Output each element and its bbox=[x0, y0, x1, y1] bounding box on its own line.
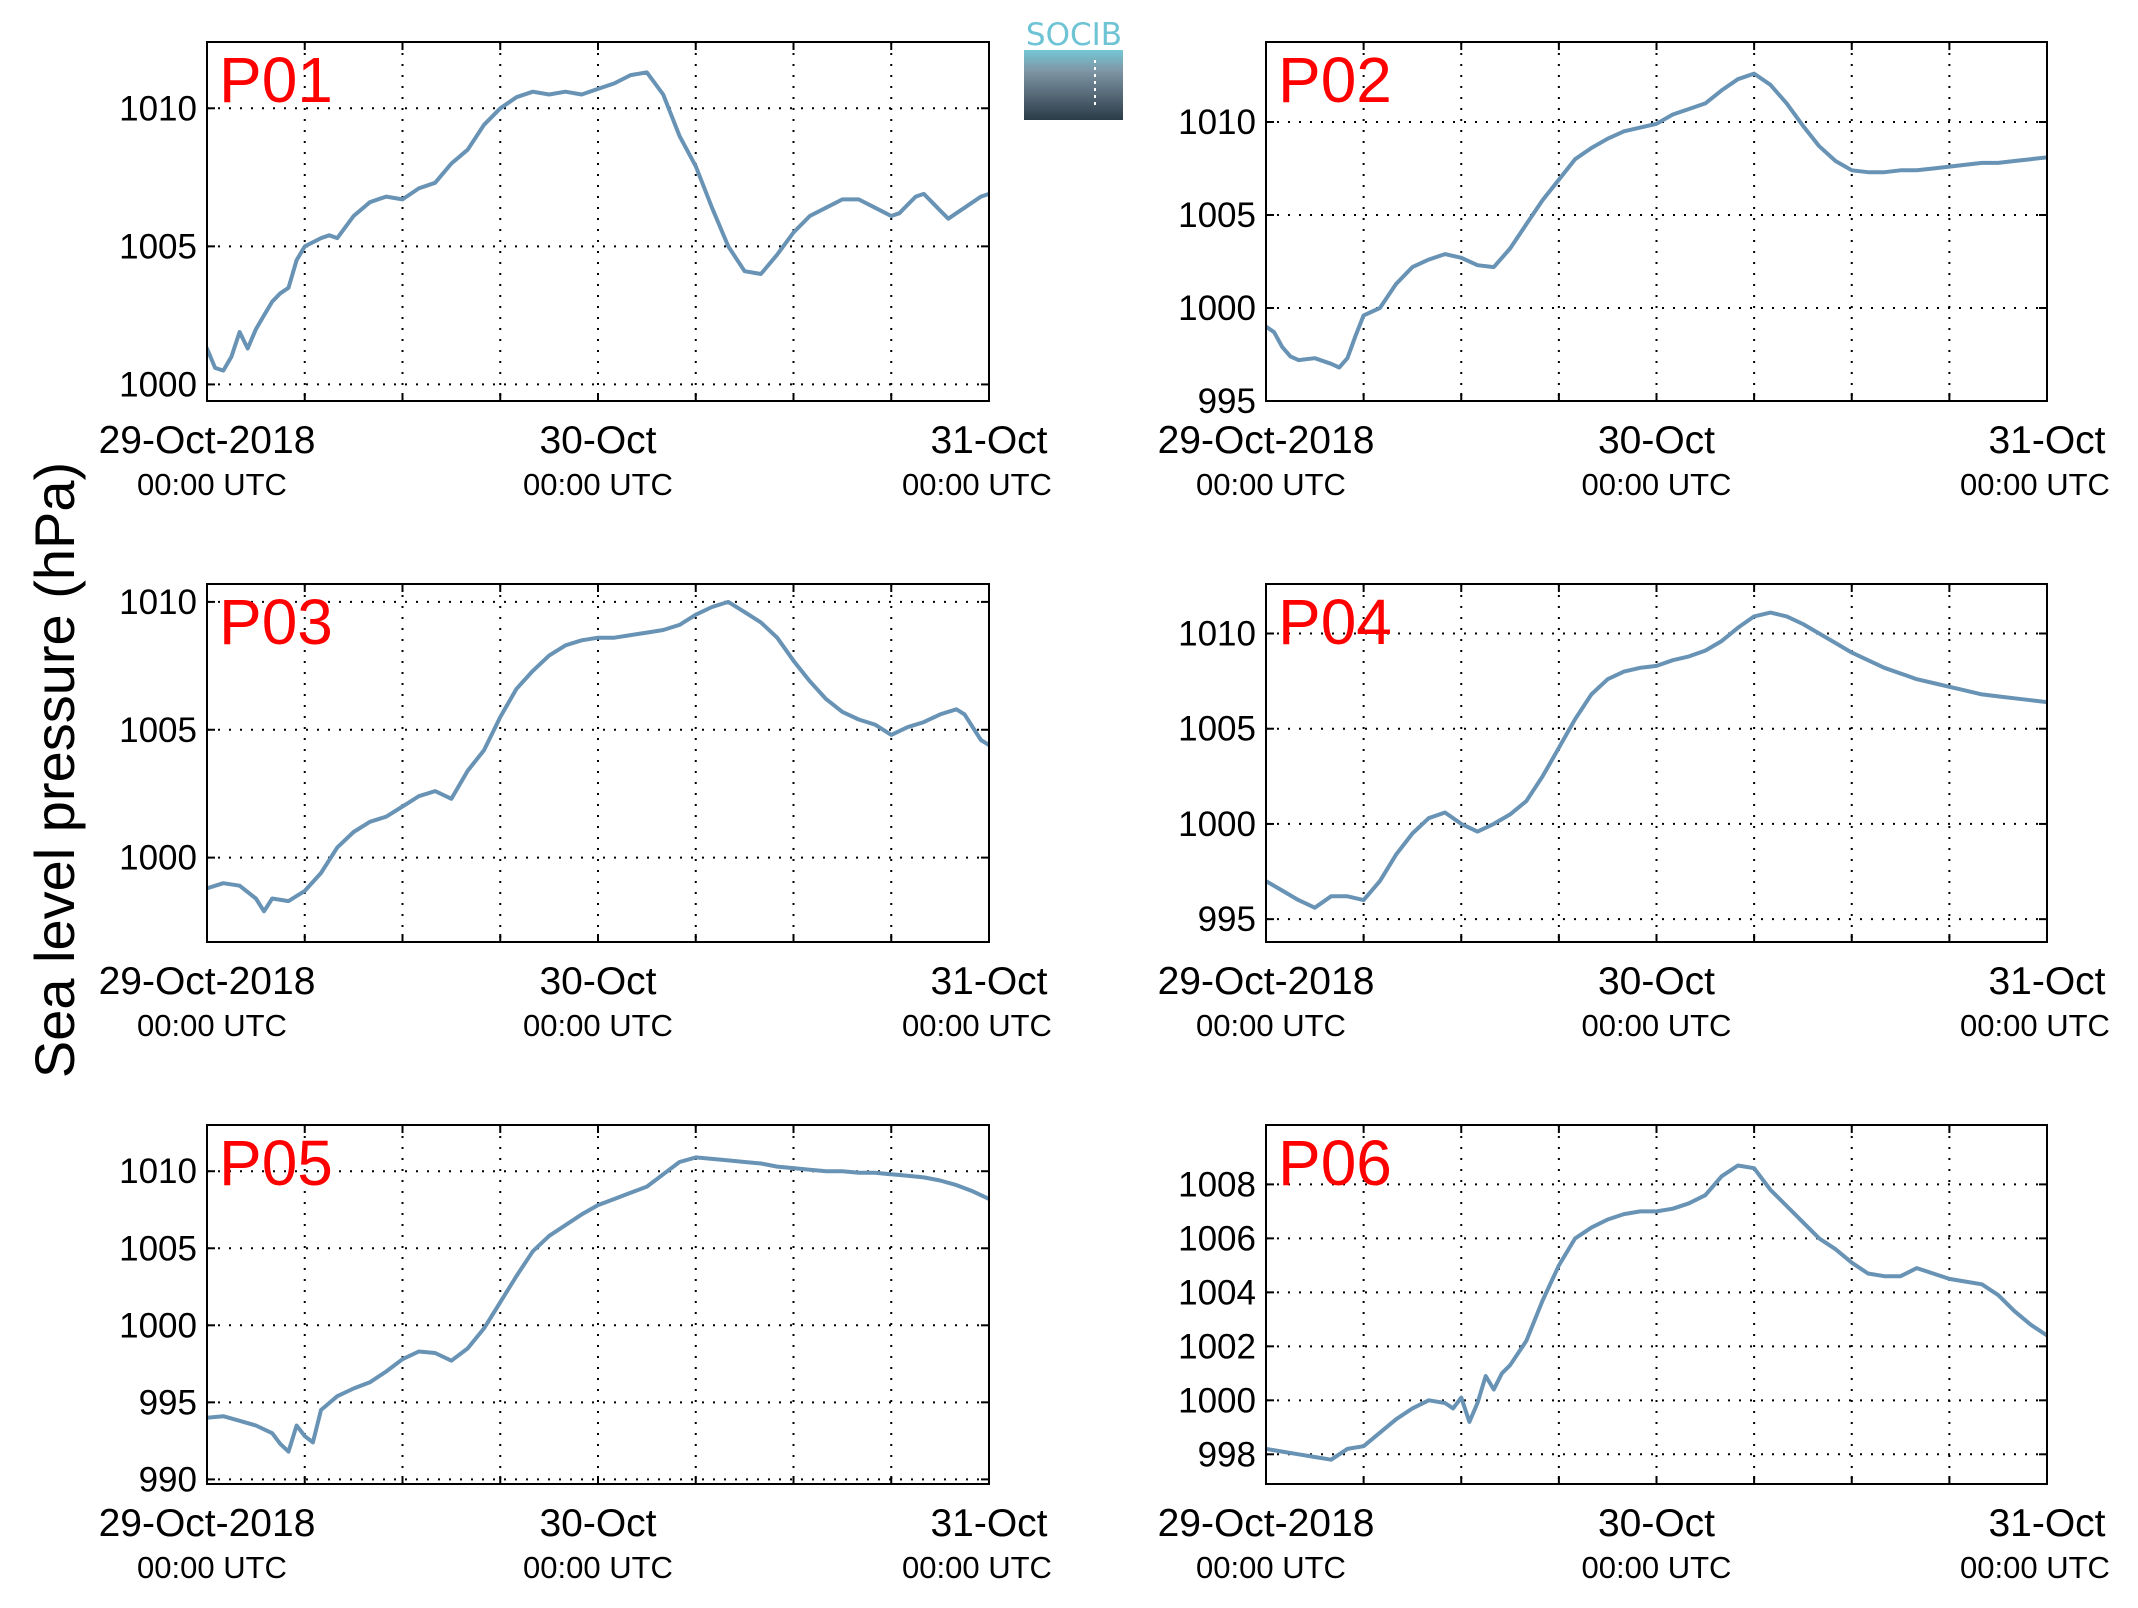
y-tick-label: 1010 bbox=[119, 1152, 197, 1191]
x-tick-time: 00:00 UTC bbox=[902, 1008, 1052, 1043]
y-tick-label: 1005 bbox=[1178, 710, 1256, 749]
y-tick-label: 1005 bbox=[1178, 196, 1256, 235]
panels: 1000 1005 1010 29-Oct-2018 00:00 UTC 30-Oct 00… bbox=[99, 41, 2110, 1585]
logo-wave-block bbox=[1024, 50, 1123, 120]
x-tick-date: 30-Oct bbox=[539, 1502, 656, 1545]
x-tick-time: 00:00 UTC bbox=[1582, 467, 1732, 502]
y-tick-label: 1010 bbox=[119, 583, 197, 622]
y-tick-label: 1000 bbox=[119, 839, 197, 878]
panel-p1: 1000 1005 1010 29-Oct-2018 00:00 UTC 30-Oct 00… bbox=[99, 41, 1052, 502]
x-tick-date: 31-Oct bbox=[930, 960, 1047, 1003]
x-tick-date: 29-Oct-2018 bbox=[1158, 960, 1375, 1003]
y-tick-label: 995 bbox=[1198, 900, 1256, 939]
pressure-line-p5 bbox=[207, 1155, 989, 1454]
x-tick-date: 31-Oct bbox=[930, 419, 1047, 462]
panel-title: P02 bbox=[1278, 44, 1392, 116]
pressure-line-p2 bbox=[1266, 71, 2047, 370]
x-tick-time: 00:00 UTC bbox=[902, 1550, 1052, 1585]
y-tick-label: 995 bbox=[139, 1383, 197, 1422]
y-tick-label: 998 bbox=[1198, 1435, 1256, 1474]
x-tick-time: 00:00 UTC bbox=[137, 1550, 287, 1585]
y-tick-label: 1000 bbox=[1178, 289, 1256, 328]
pressure-line-p3 bbox=[207, 599, 989, 914]
x-tick-time: 00:00 UTC bbox=[1582, 1550, 1732, 1585]
x-tick-date: 31-Oct bbox=[1988, 960, 2105, 1003]
y-tick-label: 1004 bbox=[1178, 1273, 1256, 1312]
panel-p5: 990 995 1000 1005 1010 29-Oct-2018 00:00 UTC 30… bbox=[99, 1124, 1052, 1585]
x-tick-time: 00:00 UTC bbox=[902, 467, 1052, 502]
x-tick-time: 00:00 UTC bbox=[1582, 1008, 1732, 1043]
x-tick-time: 00:00 UTC bbox=[523, 1008, 673, 1043]
x-tick-date: 29-Oct-2018 bbox=[99, 419, 316, 462]
panel-title: P06 bbox=[1278, 1127, 1392, 1199]
pressure-line-p6 bbox=[1266, 1163, 2047, 1462]
panel-p2: 995 1000 1005 1010 29-Oct-2018 00:00 UTC 30-Oc… bbox=[1158, 41, 2110, 502]
y-tick-label: 1008 bbox=[1178, 1165, 1256, 1204]
panel-p3: 1000 1005 1010 29-Oct-2018 00:00 UTC 30-Oct 00… bbox=[99, 583, 1052, 1043]
y-tick-label: 990 bbox=[139, 1460, 197, 1499]
x-tick-time: 00:00 UTC bbox=[1960, 1008, 2110, 1043]
y-axis-label: Sea level pressure (hPa) bbox=[23, 462, 86, 1078]
x-tick-date: 29-Oct-2018 bbox=[99, 960, 316, 1003]
x-tick-time: 00:00 UTC bbox=[523, 467, 673, 502]
x-tick-time: 00:00 UTC bbox=[137, 467, 287, 502]
x-tick-date: 29-Oct-2018 bbox=[1158, 419, 1375, 462]
logo-text: SOCIB bbox=[1026, 17, 1122, 53]
x-tick-date: 31-Oct bbox=[1988, 1502, 2105, 1545]
panel-title: P03 bbox=[219, 586, 333, 658]
panel-title: P05 bbox=[219, 1127, 333, 1199]
y-tick-label: 1005 bbox=[119, 227, 197, 266]
y-tick-label: 1000 bbox=[1178, 1381, 1256, 1420]
panel-p6: 998 1000 1002 1004 1006 1008 29-Oct-2018 00:00 … bbox=[1158, 1124, 2110, 1585]
x-tick-date: 30-Oct bbox=[1598, 960, 1715, 1003]
socib-logo: SOCIB bbox=[1024, 17, 1123, 120]
x-tick-date: 31-Oct bbox=[930, 1502, 1047, 1545]
panel-title: P01 bbox=[219, 44, 333, 116]
x-tick-time: 00:00 UTC bbox=[1960, 467, 2110, 502]
panel-p4: 995 1000 1005 1010 29-Oct-2018 00:00 UTC 30-Oc… bbox=[1158, 583, 2110, 1043]
panel-title: P04 bbox=[1278, 586, 1392, 658]
pressure-line-p4 bbox=[1266, 610, 2047, 910]
y-tick-label: 1000 bbox=[119, 365, 197, 404]
x-tick-time: 00:00 UTC bbox=[1196, 1550, 1346, 1585]
x-tick-date: 31-Oct bbox=[1988, 419, 2105, 462]
x-tick-time: 00:00 UTC bbox=[137, 1008, 287, 1043]
x-tick-date: 29-Oct-2018 bbox=[99, 1502, 316, 1545]
y-tick-label: 995 bbox=[1198, 382, 1256, 421]
x-tick-date: 30-Oct bbox=[1598, 1502, 1715, 1545]
y-tick-label: 1010 bbox=[1178, 103, 1256, 142]
x-tick-date: 30-Oct bbox=[539, 960, 656, 1003]
pressure-line-p1 bbox=[207, 70, 989, 373]
y-tick-label: 1000 bbox=[119, 1306, 197, 1345]
x-tick-time: 00:00 UTC bbox=[1196, 467, 1346, 502]
y-tick-label: 1000 bbox=[1178, 805, 1256, 844]
x-tick-date: 30-Oct bbox=[1598, 419, 1715, 462]
x-tick-time: 00:00 UTC bbox=[1960, 1550, 2110, 1585]
y-tick-label: 1005 bbox=[119, 1229, 197, 1268]
y-tick-label: 1006 bbox=[1178, 1219, 1256, 1258]
x-tick-time: 00:00 UTC bbox=[523, 1550, 673, 1585]
x-tick-time: 00:00 UTC bbox=[1196, 1008, 1346, 1043]
y-tick-label: 1005 bbox=[119, 711, 197, 750]
x-tick-date: 29-Oct-2018 bbox=[1158, 1502, 1375, 1545]
x-tick-date: 30-Oct bbox=[539, 419, 656, 462]
y-tick-label: 1010 bbox=[1178, 615, 1256, 654]
y-tick-label: 1010 bbox=[119, 89, 197, 128]
y-tick-label: 1002 bbox=[1178, 1327, 1256, 1366]
